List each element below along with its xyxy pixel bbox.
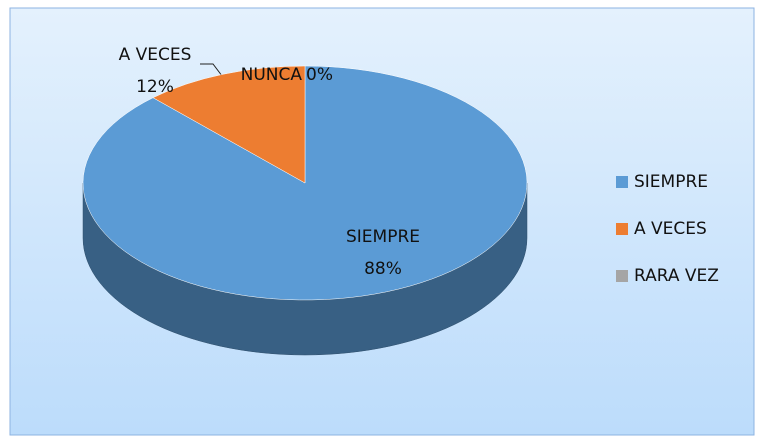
slice bbox=[152, 65, 306, 184]
legend-swatch bbox=[616, 223, 628, 235]
data-label-name: NUNCA bbox=[241, 65, 303, 85]
legend-swatch bbox=[616, 176, 628, 188]
data-label-value: 0% bbox=[306, 65, 333, 85]
data-label-value: 12% bbox=[136, 77, 174, 97]
legend-label: A VECES bbox=[634, 219, 707, 239]
legend-swatch bbox=[616, 270, 628, 282]
data-label-name: SIEMPRE bbox=[346, 227, 420, 247]
data-label-value: 88% bbox=[364, 259, 402, 279]
data-label-name: A VECES bbox=[119, 45, 192, 65]
legend-label: RARA VEZ bbox=[634, 266, 719, 286]
legend-label: SIEMPRE bbox=[634, 172, 708, 192]
